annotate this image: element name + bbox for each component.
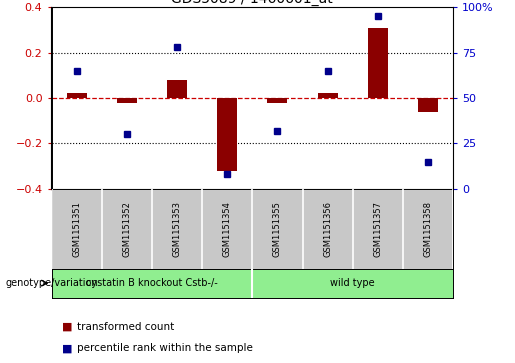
Text: GSM1151357: GSM1151357 xyxy=(373,201,382,257)
Text: ■: ■ xyxy=(62,343,72,354)
Text: GSM1151352: GSM1151352 xyxy=(123,201,131,257)
Text: percentile rank within the sample: percentile rank within the sample xyxy=(77,343,253,354)
Bar xyxy=(66,93,87,98)
Title: GDS5089 / 1460601_at: GDS5089 / 1460601_at xyxy=(171,0,333,6)
Bar xyxy=(167,80,187,98)
Bar xyxy=(217,98,237,171)
Bar xyxy=(267,98,287,102)
Bar xyxy=(318,93,338,98)
Text: GSM1151354: GSM1151354 xyxy=(223,201,232,257)
Text: GSM1151358: GSM1151358 xyxy=(424,201,433,257)
Text: transformed count: transformed count xyxy=(77,322,175,332)
Bar xyxy=(368,28,388,98)
Text: cystatin B knockout Cstb-/-: cystatin B knockout Cstb-/- xyxy=(86,278,218,288)
Bar xyxy=(117,98,137,102)
Text: ■: ■ xyxy=(62,322,72,332)
Text: GSM1151353: GSM1151353 xyxy=(173,201,181,257)
Bar xyxy=(418,98,438,112)
Text: GSM1151356: GSM1151356 xyxy=(323,201,332,257)
Text: genotype/variation: genotype/variation xyxy=(5,278,98,288)
Text: GSM1151351: GSM1151351 xyxy=(72,201,81,257)
Text: GSM1151355: GSM1151355 xyxy=(273,201,282,257)
Text: wild type: wild type xyxy=(331,278,375,288)
